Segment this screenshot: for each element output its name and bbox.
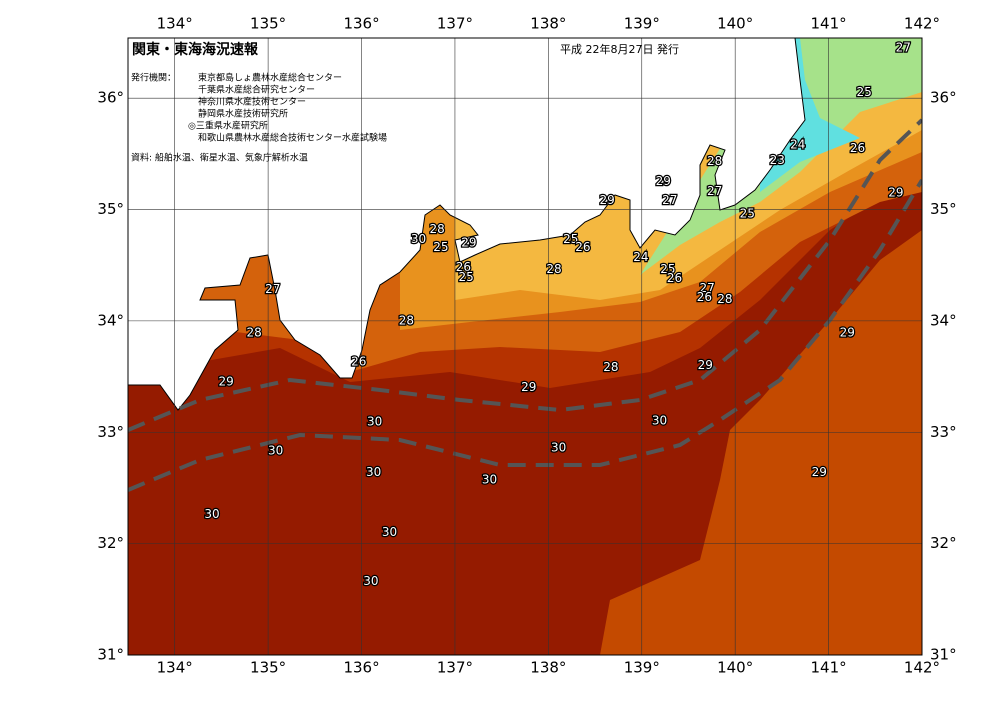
contour-label: 30 (367, 415, 382, 429)
contour-label: 29 (656, 174, 671, 188)
contour-label: 28 (246, 326, 261, 340)
contour-label: 29 (698, 358, 713, 372)
contour-label: 29 (840, 326, 855, 340)
contour-label: 30 (268, 444, 283, 458)
contour-label: 28 (399, 313, 414, 327)
x-tick-label: 139° (624, 659, 660, 677)
contour-label: 29 (218, 375, 233, 389)
contour-label: 26 (351, 355, 366, 369)
x-tick-label: 137° (437, 659, 473, 677)
y-tick-label: 35° (97, 200, 124, 218)
contour-label: 25 (563, 232, 578, 246)
issuer: 和歌山県農林水産総合技術センター水産試験場 (198, 132, 387, 144)
issuer-label: 発行機関： (131, 72, 176, 84)
contour-label: 26 (575, 240, 590, 254)
contour-label: 30 (204, 507, 219, 521)
contour-label: 24 (790, 137, 805, 151)
contour-label: 26 (456, 260, 471, 274)
y-tick-label: 32° (97, 534, 124, 552)
issue-date: 平成 22年8月27日 発行 (560, 42, 679, 56)
y-tick-label: 36° (930, 89, 957, 107)
x-tick-label: 135° (250, 15, 286, 33)
contour-label: 30 (411, 232, 426, 246)
contour-label: 25 (660, 262, 675, 276)
x-tick-label: 138° (530, 659, 566, 677)
contour-label: 23 (770, 153, 785, 167)
x-tick-label: 141° (811, 659, 847, 677)
contour-label: 25 (459, 270, 474, 284)
y-tick-label: 34° (930, 311, 957, 329)
issuer: 東京都島しょ農林水産総合センター (198, 72, 342, 84)
x-tick-label: 138° (530, 15, 566, 33)
issuer: 千葉県水産総合研究センター (198, 84, 315, 96)
x-tick-label: 135° (250, 659, 286, 677)
y-tick-label: 34° (97, 311, 124, 329)
contour-label: 28 (603, 360, 618, 374)
contour-label: 25 (433, 240, 448, 254)
contour-label: 25 (740, 206, 755, 220)
contour-label: 28 (430, 222, 445, 236)
y-tick-label: 31° (930, 646, 957, 664)
y-tick-label: 31° (97, 646, 124, 664)
y-tick-label: 33° (930, 423, 957, 441)
contour-label: 29 (600, 193, 615, 207)
contour-label: 26 (667, 271, 682, 285)
contour-label: 27 (662, 193, 677, 207)
x-tick-label: 140° (717, 15, 753, 33)
contour-label: 30 (652, 414, 667, 428)
contour-label: 30 (382, 525, 397, 539)
title: 関東・東海海況速報 (132, 41, 259, 58)
x-tick-label: 134° (157, 659, 193, 677)
kuroshio-path (128, 118, 922, 432)
contour-label: 28 (707, 154, 722, 168)
sea-temperature-field (128, 38, 922, 655)
contour-label: 26 (850, 141, 865, 155)
contour-label: 27 (265, 282, 280, 296)
contour-label: 30 (482, 473, 497, 487)
contour-label: 27 (707, 184, 722, 198)
issuer: 静岡県水産技術研究所 (198, 108, 288, 120)
x-tick-label: 140° (717, 659, 753, 677)
contour-label: 29 (521, 380, 536, 394)
y-tick-label: 35° (930, 200, 957, 218)
x-tick-label: 136° (343, 659, 379, 677)
contour-label: 30 (363, 574, 378, 588)
y-tick-label: 32° (930, 534, 957, 552)
contour-label: 28 (717, 292, 732, 306)
contour-label: 28 (546, 262, 561, 276)
frame (127, 37, 923, 656)
contour-label: 29 (888, 185, 903, 199)
sea-29-east (600, 230, 922, 655)
x-tick-label: 139° (624, 15, 660, 33)
contour-label: 27 (896, 41, 911, 55)
contour-label: 25 (856, 85, 871, 99)
y-tick-label: 33° (97, 423, 124, 441)
x-tick-label: 141° (811, 15, 847, 33)
contour-label: 30 (366, 465, 381, 479)
contour-label: 26 (697, 290, 712, 304)
contour-label: 24 (633, 250, 648, 264)
x-tick-label: 142° (904, 659, 940, 677)
data-source: 資料: 船舶水温、衛星水温、気象庁解析水温 (131, 152, 308, 164)
contour-label: 30 (551, 440, 566, 454)
y-tick-label: 36° (97, 89, 124, 107)
land (128, 38, 806, 411)
x-tick-label: 137° (437, 15, 473, 33)
contour-label: 27 (700, 281, 715, 295)
contour-label: 29 (461, 235, 476, 249)
contour-label: 29 (812, 465, 827, 479)
issuer: ◎三重県水産研究所 (188, 120, 268, 132)
issuer: 神奈川県水産技術センター (198, 96, 306, 108)
x-tick-label: 134° (157, 15, 193, 33)
x-tick-label: 142° (904, 15, 940, 33)
x-tick-label: 136° (343, 15, 379, 33)
